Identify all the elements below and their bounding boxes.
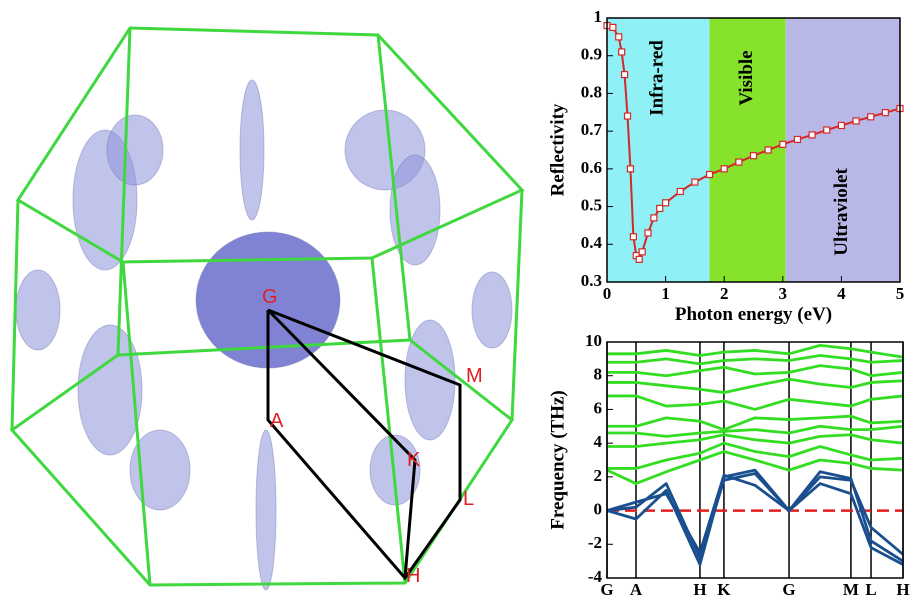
marker (651, 215, 657, 221)
marker (619, 49, 625, 55)
y-tick-label: 0.4 (581, 233, 603, 252)
marker (882, 110, 888, 116)
y-tick-label: 4 (594, 432, 603, 451)
marker (853, 118, 859, 124)
marker (639, 249, 645, 255)
x-tick-label: G (782, 580, 795, 599)
y-tick-label: -4 (588, 567, 603, 586)
marker (868, 114, 874, 120)
marker (616, 34, 622, 40)
fermi-surface (16, 80, 512, 590)
region-label: Visible (736, 50, 757, 105)
figure: G A K M L H Infra-red Visible Ultraviolet 0… (0, 0, 912, 603)
marker (736, 159, 742, 165)
marker (838, 122, 844, 128)
y-tick-label: 0.8 (581, 82, 602, 101)
y-tick-label: 2 (594, 466, 603, 485)
marker (622, 72, 628, 78)
point-label: A (270, 410, 284, 432)
y-tick-label: 10 (585, 331, 602, 350)
region-label: Infra-red (647, 40, 668, 116)
marker (707, 172, 713, 178)
y-axis-label: Reflectivity (547, 103, 568, 196)
series-line (607, 416, 903, 429)
marker (794, 136, 800, 142)
y-tick-label: 0.9 (581, 45, 602, 64)
marker (645, 230, 651, 236)
y-tick-label: 0.6 (581, 158, 602, 177)
point-label: L (463, 488, 474, 510)
marker (636, 256, 642, 262)
series-line (607, 379, 903, 392)
marker (824, 127, 830, 133)
x-tick-label: A (630, 580, 643, 599)
marker (809, 132, 815, 138)
x-tick-label: 1 (661, 284, 670, 303)
brillouin-zone: G A K M L H (12, 28, 522, 590)
series-line (607, 366, 903, 376)
x-tick-label: 0 (603, 284, 612, 303)
series-line (607, 355, 903, 363)
marker (751, 153, 757, 159)
y-tick-label: 0.7 (581, 120, 603, 139)
marker (663, 200, 669, 206)
point-label: H (406, 565, 420, 587)
marker (657, 205, 663, 211)
region-label: Ultraviolet (831, 168, 852, 256)
marker (692, 179, 698, 185)
x-tick-label: K (717, 580, 731, 599)
marker (677, 188, 683, 194)
marker (610, 24, 616, 30)
marker (627, 166, 633, 172)
series-line (607, 475, 903, 564)
y-tick-label: 0 (594, 499, 603, 518)
x-axis-label: Photon energy (eV) (675, 304, 832, 325)
y-tick-label: 1 (594, 7, 603, 26)
marker (765, 147, 771, 153)
y-tick-label: 6 (594, 398, 603, 417)
y-axis-label: Frequency (THz) (547, 390, 568, 530)
x-tick-label: M (843, 580, 859, 599)
series-line (607, 345, 903, 357)
point-label: M (466, 365, 483, 387)
x-tick-label: H (896, 580, 909, 599)
series-line (607, 435, 903, 447)
x-tick-label: 2 (720, 284, 729, 303)
x-tick-label: L (865, 580, 876, 599)
marker (721, 166, 727, 172)
point-label: K (407, 449, 421, 471)
x-tick-label: G (600, 580, 613, 599)
marker (625, 113, 631, 119)
y-tick-label: 0.5 (581, 195, 602, 214)
series-line (607, 426, 903, 436)
x-tick-label: 3 (779, 284, 788, 303)
y-tick-label: -2 (588, 533, 602, 552)
series-line (607, 396, 903, 409)
marker (630, 234, 636, 240)
x-tick-label: 5 (896, 284, 905, 303)
point-label: G (262, 286, 278, 308)
y-tick-label: 0.3 (581, 271, 602, 290)
x-tick-label: 4 (837, 284, 846, 303)
y-tick-label: 8 (594, 365, 603, 384)
marker (780, 141, 786, 147)
x-tick-label: H (693, 580, 706, 599)
